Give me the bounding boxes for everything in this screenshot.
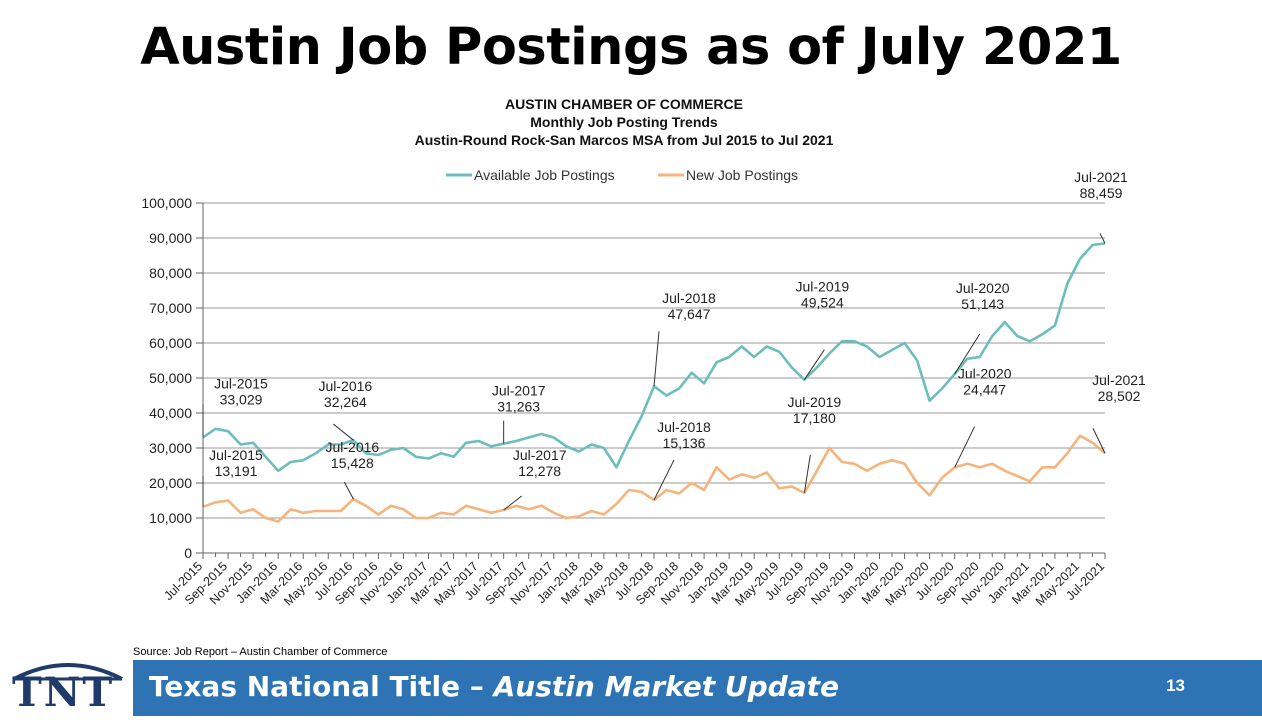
- footer-bar: Texas National Title – Austin Market Upd…: [133, 660, 1262, 716]
- annotation-label: Jul-2021: [1074, 169, 1128, 185]
- legend-label: New Job Postings: [686, 167, 798, 183]
- y-tick-label: 30,000: [149, 440, 192, 456]
- annotation-label: Jul-2021: [1092, 372, 1146, 388]
- annotation-leader: [954, 333, 981, 375]
- y-tick-label: 70,000: [149, 300, 192, 316]
- annotation-label: Jul-2019: [795, 279, 849, 295]
- y-tick-label: 60,000: [149, 335, 192, 351]
- annotation-value: 47,647: [668, 306, 711, 322]
- annotation-value: 12,278: [518, 463, 561, 479]
- y-tick-label: 40,000: [149, 405, 192, 421]
- annotation-value: 51,143: [961, 296, 1004, 312]
- annotation-value: 28,502: [1098, 388, 1141, 404]
- annotation-leader: [1099, 233, 1106, 244]
- y-tick-label: 50,000: [149, 370, 192, 386]
- annotation-label: Jul-2020: [956, 280, 1010, 296]
- annotation-value: 88,459: [1080, 185, 1123, 201]
- y-tick-label: 80,000: [149, 265, 192, 281]
- legend-label: Available Job Postings: [474, 167, 615, 183]
- annotation-label: Jul-2019: [787, 394, 841, 410]
- footer-title: Texas National Title – Austin Market Upd…: [149, 670, 839, 703]
- annotation-label: Jul-2020: [958, 365, 1012, 381]
- y-tick-label: 90,000: [149, 230, 192, 246]
- annotation-label: Jul-2018: [657, 419, 711, 435]
- annotation-value: 32,264: [324, 394, 367, 410]
- annotation-leader: [803, 349, 825, 380]
- annotation-label: Jul-2015: [209, 447, 263, 463]
- footer-title-company: Texas National Title –: [149, 670, 494, 703]
- annotation-label: Jul-2017: [513, 447, 567, 463]
- y-tick-label: 100,000: [141, 195, 192, 211]
- page-number: 13: [1166, 676, 1185, 695]
- logo-text: TNT: [12, 669, 115, 716]
- chart-title-line: Austin-Round Rock-San Marcos MSA from Ju…: [415, 132, 834, 148]
- annotation-label: Jul-2018: [662, 290, 716, 306]
- annotation-value: 31,263: [497, 399, 540, 415]
- source-note: Source: Job Report – Austin Chamber of C…: [133, 646, 388, 658]
- tnt-logo: TNT: [10, 655, 126, 716]
- annotation-value: 33,029: [220, 391, 263, 407]
- annotation-value: 15,428: [331, 455, 374, 471]
- annotation-leader: [333, 423, 354, 441]
- annotation-leader: [503, 495, 522, 511]
- line-chart: AUSTIN CHAMBER OF COMMERCE Monthly Job Po…: [141, 96, 1146, 608]
- annotation-leader: [653, 459, 675, 501]
- y-tick-label: 0: [184, 545, 192, 561]
- annotation-value: 13,191: [215, 463, 258, 479]
- annotation-leader: [803, 454, 811, 493]
- annotation-value: 15,136: [663, 435, 706, 451]
- annotation-leader: [653, 331, 660, 387]
- annotation-label: Jul-2016: [325, 439, 379, 455]
- y-tick-label: 10,000: [149, 510, 192, 526]
- annotation-label: Jul-2017: [492, 383, 546, 399]
- annotation-value: 17,180: [793, 410, 836, 426]
- chart-title-line: AUSTIN CHAMBER OF COMMERCE: [505, 96, 743, 112]
- y-tick-label: 20,000: [149, 475, 192, 491]
- annotation-value: 49,524: [801, 295, 844, 311]
- annotation-leader: [343, 481, 354, 500]
- annotation-value: 24,447: [963, 381, 1006, 397]
- annotation-label: Jul-2016: [318, 378, 372, 394]
- footer-title-subtitle: Austin Market Update: [493, 670, 839, 703]
- annotation-leader: [954, 426, 976, 468]
- slide-title: Austin Job Postings as of July 2021: [140, 18, 1122, 77]
- chart-title-line: Monthly Job Posting Trends: [530, 114, 718, 130]
- annotation-leader: [1092, 428, 1106, 454]
- annotation-label: Jul-2015: [214, 375, 268, 391]
- logo-arch-icon: [13, 663, 123, 681]
